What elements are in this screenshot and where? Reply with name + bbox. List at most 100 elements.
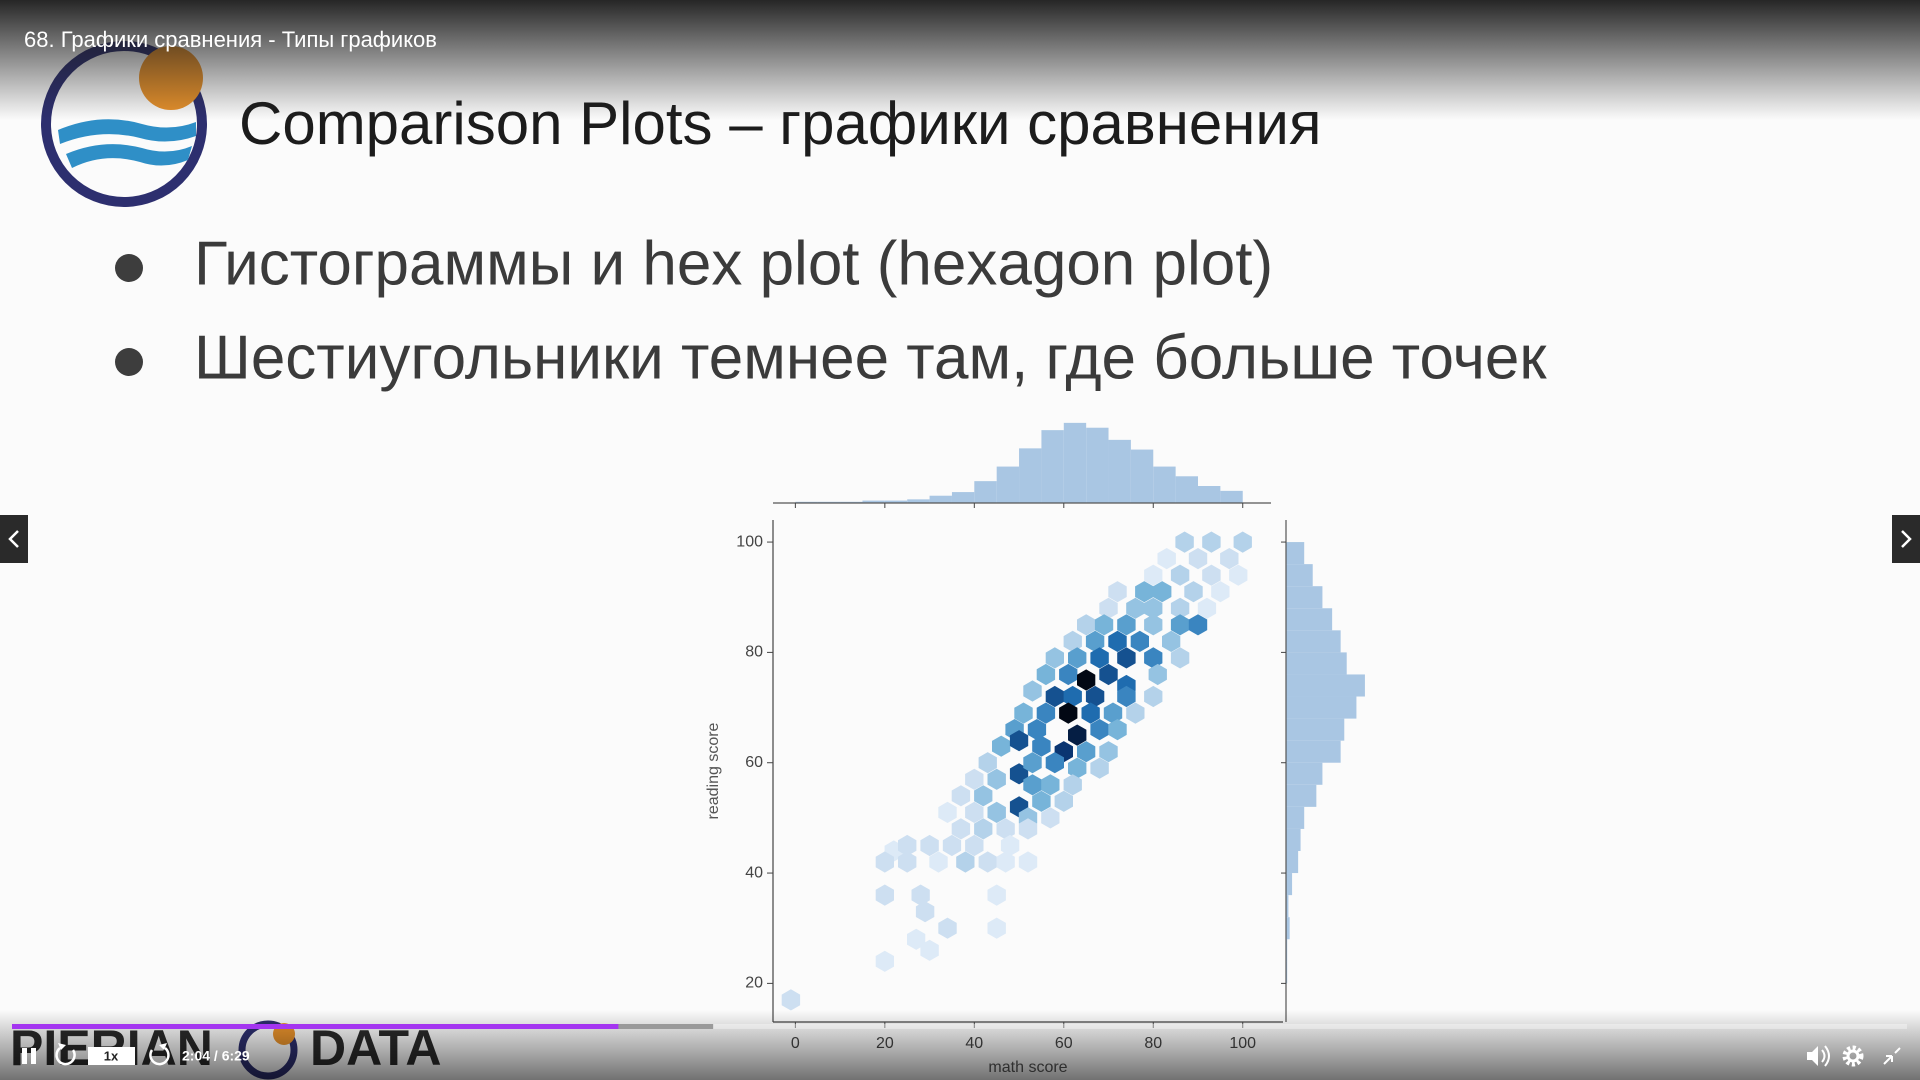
hexbin-cell [1077,669,1096,691]
forward-button[interactable] [149,1043,170,1066]
hexbin-cell [1108,630,1127,652]
hexbin-cell [920,939,939,961]
hexbin-cell [1170,597,1190,619]
hexbin-cell [875,884,894,906]
hexbin-cell [974,818,993,840]
y-axis-label: reading score [705,722,722,819]
marginal-y-bar [1286,608,1333,631]
hexbin-cell [1045,647,1064,669]
bullet-dot [115,254,143,282]
hexbin-cell [1175,531,1194,553]
hexbin-cell [1032,790,1051,812]
marginal-x-bar [1086,427,1109,503]
hexbin-cell [1041,774,1060,796]
marginal-y-bar [1286,696,1357,719]
hexbin-cell [1045,752,1064,774]
hexbin-cell [1090,757,1109,779]
hexbin-cell [1197,597,1217,619]
hexbin-cell [1144,564,1163,586]
progress-track[interactable] [12,1024,1907,1029]
hexbin-cell [898,851,917,873]
hexbin-cell [996,851,1015,873]
hexbin-cell [1045,685,1064,708]
hexbin-cell [956,851,975,873]
marginal-y-bar [1286,652,1347,675]
hexbin-cell [781,989,801,1011]
hexbin-cell [1009,730,1029,752]
hexbin-cell [938,917,957,939]
marginal-y-bar [1286,939,1288,962]
hexbin-cell [898,834,917,857]
next-button[interactable] [1892,515,1920,563]
hexbin-cell [1036,702,1056,724]
hexbin-cell [1077,741,1096,763]
hexbin-cell [1153,581,1172,603]
hexbin-cell [1144,597,1163,619]
marginal-y-bar [1286,961,1288,984]
marginal-y-bar [1286,674,1365,697]
hexbin-cell [1108,719,1127,741]
prev-button[interactable] [0,515,28,563]
hexbin-cell [1170,614,1190,636]
marginal-x-bar [1153,466,1176,503]
played-bar [12,1024,619,1029]
hexbin-cell [1018,818,1038,840]
hexbin-cell [1081,702,1100,724]
exit-fullscreen-button[interactable] [1883,1047,1901,1065]
hexbin-cell [1162,630,1181,652]
hexbin-cell [1229,564,1248,586]
hexbin-cell [1188,614,1208,636]
hexbin-cell [920,834,939,857]
pause-button[interactable] [22,1048,36,1064]
hexbin-cell [1135,581,1154,603]
hexbin-cell [875,950,894,972]
hexbin-cell [1068,757,1087,779]
marginal-x-bar [817,501,841,503]
hexbin-cell [1085,685,1105,708]
hexbin-cell [1054,790,1073,812]
rewind-button[interactable] [55,1043,76,1066]
speed-label[interactable]: 1x [104,1048,119,1063]
marginal-x-bar [840,501,863,503]
hexbin-cell [1117,685,1136,708]
hexbin-cell [1000,834,1020,857]
hexbin-cell [1144,685,1163,708]
marginal-x-bar [1220,490,1243,503]
hexbin-cell [974,785,993,807]
marginal-y-bar [1286,564,1313,587]
marginal-x-bar [974,481,997,503]
hexbin-cell [1009,763,1029,785]
marginal-x-bar [1108,439,1131,503]
marginal-x-bar [1019,448,1042,503]
hexbin-cell [987,884,1006,906]
marginal-x-bar [1198,486,1221,503]
hexbin-cell [929,851,948,873]
hexbin-cell [1036,663,1056,686]
marginal-y-bar [1286,740,1341,763]
hexbin-cell [1202,564,1221,586]
hexbin-cell [1023,774,1042,796]
y-tick-label: 20 [745,975,763,992]
hexbin-cell [1130,630,1149,652]
hexbin-cell [1157,548,1176,570]
hexbin-cell [1059,702,1078,724]
volume-button[interactable] [1807,1045,1830,1067]
hexbin-cell [1085,630,1105,652]
hexbin-cell [951,818,971,840]
settings-button[interactable] [1842,1045,1864,1067]
hexbin-cell [1144,647,1163,669]
hexbin-cell [1094,614,1114,636]
hexbin-cell [1211,581,1230,603]
hexbin-cell [1063,630,1082,652]
hexbin-cell [996,818,1015,840]
hexbin-cell [1077,614,1096,636]
speed-button[interactable]: 1x [88,1047,135,1065]
marginal-y-bar [1286,806,1305,829]
bullet-text: Шестиугольники темнее там, где больше то… [194,323,1547,392]
hexbin-cell [965,768,984,790]
bottom-overlay [0,1010,1920,1080]
hexbin-cell [1099,741,1118,763]
hexbin-cell [1184,581,1203,603]
